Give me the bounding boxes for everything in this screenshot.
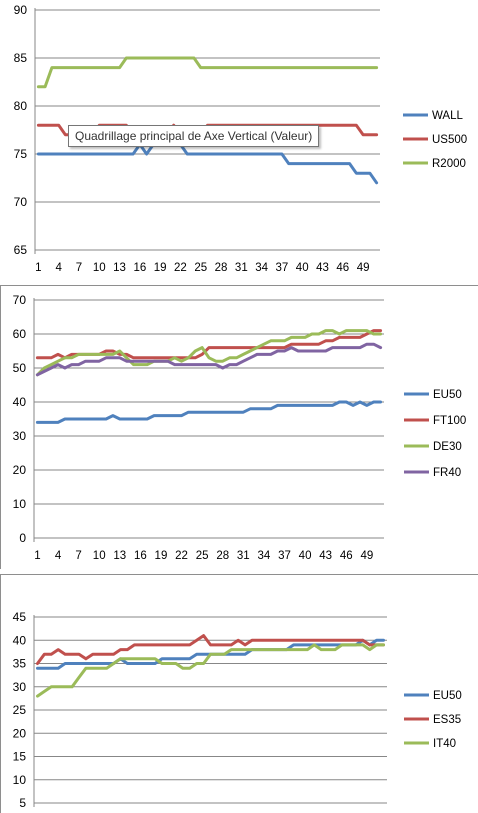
legend-label-fr40: FR40: [433, 467, 461, 479]
gridline-tooltip: Quadrillage principal de Axe Vertical (V…: [68, 125, 320, 147]
chart-1: 65 70 75 80 85 90 1 4 7 10 13 16 19 22 25 28 31 34 37 40 43 4…: [14, 3, 468, 274]
legend-label-es35: ES35: [433, 714, 461, 726]
y-tick-label: 85: [14, 51, 28, 65]
y-tick-label: 50: [13, 361, 27, 375]
x-tick-label: 40: [296, 262, 309, 274]
x-tick-label: 19: [155, 550, 168, 562]
x-tick-label: 16: [134, 550, 147, 562]
series-line-de30: [35, 329, 383, 377]
x-tick-label: 31: [235, 262, 248, 274]
legend-label-eu50: EU50: [433, 389, 462, 401]
x-tick-label: 49: [357, 262, 370, 274]
series-line-fr40: [35, 342, 383, 377]
legend-label-wall: WALL: [432, 110, 463, 122]
x-tick-label: 25: [196, 550, 209, 562]
series-line-es35: [36, 634, 385, 665]
chart-panel-3: 5 10 15 20 25 30 35 40 45 EU50 ES35 IT40: [0, 574, 478, 813]
y-tick-label: 70: [14, 195, 28, 209]
x-tick-label: 1: [34, 550, 40, 562]
x-tick-label: 22: [174, 262, 187, 274]
x-tick-label: 10: [93, 550, 106, 562]
y-tick-label: 0: [19, 531, 26, 545]
series-line-r2000: [36, 56, 379, 89]
y-tick-label: 10: [13, 773, 27, 787]
y-tick-label: 60: [13, 327, 27, 341]
x-tick-label: 16: [133, 262, 146, 274]
y-tick-label: 80: [14, 99, 28, 113]
y-tick-label: 40: [13, 633, 27, 647]
series-line-it40: [36, 643, 385, 698]
y-tick-label: 65: [14, 243, 28, 257]
x-tick-label: 31: [237, 550, 250, 562]
x-tick-label: 43: [319, 550, 332, 562]
x-tick-label: 1: [35, 262, 41, 274]
x-tick-label: 43: [316, 262, 329, 274]
y-tick-label: 20: [13, 463, 27, 477]
legend-label-eu50: EU50: [433, 690, 462, 702]
x-tick-label: 34: [255, 262, 268, 274]
legend-label-r2000: R2000: [432, 158, 466, 170]
legend-label-de30: DE30: [433, 441, 462, 453]
x-tick-label: 46: [336, 262, 349, 274]
x-tick-label: 4: [55, 262, 62, 274]
series-line-eu50: [35, 400, 383, 424]
x-tick-label: 28: [216, 550, 229, 562]
x-tick-label: 34: [258, 550, 271, 562]
y-tick-label: 35: [13, 657, 27, 671]
y-tick-label: 75: [14, 147, 28, 161]
legend-label-it40: IT40: [433, 738, 456, 750]
y-tick-label: 70: [13, 293, 27, 307]
legend-label-us500: US500: [432, 134, 467, 146]
y-tick-label: 90: [14, 3, 28, 17]
y-tick-label: 15: [13, 750, 27, 764]
x-tick-label: 7: [76, 262, 82, 274]
chart-3: 5 10 15 20 25 30 35 40 45 EU50 ES35 IT40: [13, 610, 462, 810]
chart-2: 0 10 20 30 40 50 60 70 1 4 7 10 13 16 19 22 25 28 31 34 37 40…: [13, 293, 467, 562]
x-tick-label: 19: [154, 262, 167, 274]
x-tick-label: 28: [215, 262, 228, 274]
x-tick-label: 46: [340, 550, 353, 562]
x-tick-label: 25: [194, 262, 207, 274]
y-tick-label: 5: [19, 796, 26, 810]
y-tick-label: 30: [13, 680, 27, 694]
y-tick-label: 45: [13, 610, 27, 624]
x-tick-label: 4: [55, 550, 62, 562]
x-tick-label: 7: [75, 550, 81, 562]
x-tick-label: 13: [113, 262, 126, 274]
x-tick-label: 37: [278, 550, 291, 562]
x-tick-label: 40: [299, 550, 312, 562]
y-tick-label: 10: [13, 497, 27, 511]
y-tick-label: 25: [13, 703, 27, 717]
y-tick-label: 30: [13, 429, 27, 443]
x-tick-label: 22: [175, 550, 188, 562]
x-tick-label: 10: [93, 262, 106, 274]
x-tick-label: 37: [276, 262, 289, 274]
x-tick-label: 49: [360, 550, 373, 562]
legend-label-ft100: FT100: [433, 415, 466, 427]
y-tick-label: 40: [13, 395, 27, 409]
x-tick-label: 13: [113, 550, 126, 562]
series-line-wall: [36, 142, 379, 185]
y-tick-label: 20: [13, 726, 27, 740]
chart-panel-2: 0 10 20 30 40 50 60 70 1 4 7 10 13 16 19 22 25 28 31 34 37 40…: [0, 285, 478, 569]
